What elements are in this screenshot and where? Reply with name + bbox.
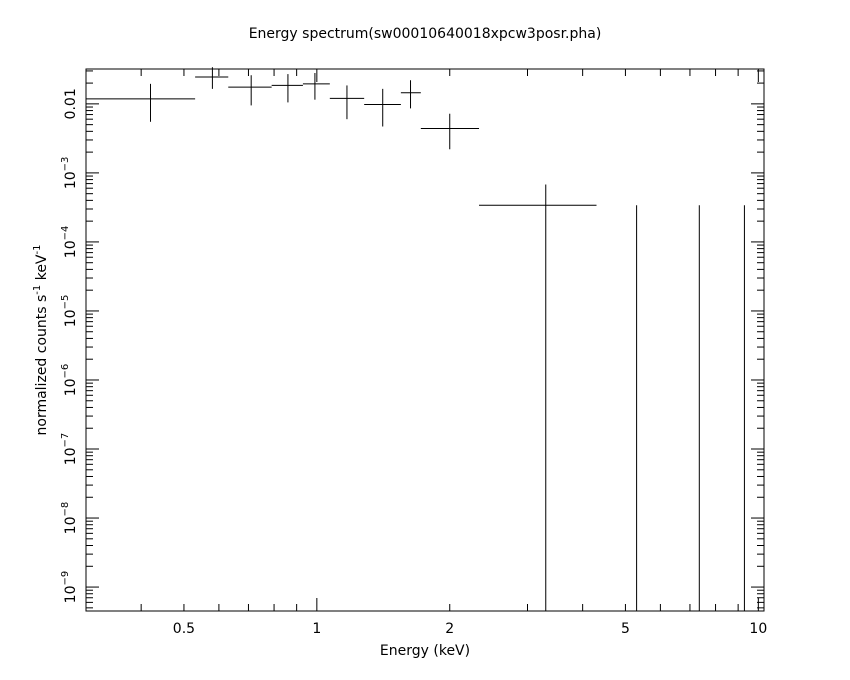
plot-frame <box>85 68 765 612</box>
y-tick-base: 10 <box>63 240 79 258</box>
data-point <box>302 73 330 100</box>
x-tick-label: 2 <box>445 621 454 637</box>
y-tick-label: 10−7 <box>60 433 79 466</box>
y-axis-label-mid: keV <box>34 254 50 285</box>
y-tick-label: 10−3 <box>60 157 79 190</box>
y-tick-label: 10−5 <box>60 295 79 328</box>
y-tick-exponent: −4 <box>60 226 71 241</box>
y-tick-exponent: −7 <box>60 433 71 448</box>
chart-title: Energy spectrum(sw00010640018xpcw3posr.p… <box>249 26 602 42</box>
y-tick-label: 10−6 <box>60 364 79 397</box>
data-point <box>195 67 229 89</box>
y-tick-exponent: −3 <box>60 157 71 172</box>
y-tick-base: 10 <box>63 309 79 327</box>
x-tick-label: 5 <box>621 621 630 637</box>
y-tick-base: 10 <box>63 516 79 534</box>
data-point <box>329 85 365 120</box>
axis-ticks <box>85 69 764 611</box>
y-tick-base: 10 <box>63 586 79 604</box>
y-tick-exponent: −5 <box>60 295 71 310</box>
y-tick-base: 10 <box>63 378 79 396</box>
x-axis-label: Energy (keV) <box>380 643 470 659</box>
y-tick-label: 10−4 <box>60 226 79 259</box>
y-axis-label: normalized counts s-1 keV-1 <box>32 245 50 436</box>
y-tick-label: 10−8 <box>60 502 79 535</box>
data-point <box>420 113 480 150</box>
data-point <box>400 80 421 109</box>
y-tick-label: 0.01 <box>63 88 79 119</box>
data-point <box>364 88 401 127</box>
y-tick-base: 0.01 <box>63 88 79 119</box>
x-tick-labels: 0.5 1 2 5 10 <box>173 621 767 637</box>
x-tick-label: 10 <box>749 621 767 637</box>
y-tick-label: 10−9 <box>60 571 79 604</box>
data-point <box>479 184 597 611</box>
data-points <box>86 67 745 611</box>
data-point <box>271 74 303 103</box>
data-point <box>86 83 196 122</box>
y-tick-exponent: −9 <box>60 571 71 586</box>
y-tick-exponent: −8 <box>60 502 71 517</box>
y-tick-base: 10 <box>63 171 79 189</box>
y-tick-base: 10 <box>63 447 79 465</box>
y-axis-label-sup2: -1 <box>32 245 43 255</box>
y-tick-exponent: −6 <box>60 364 71 379</box>
y-axis-label-main: normalized counts s <box>34 295 50 436</box>
data-point <box>228 75 272 106</box>
x-tick-label: 1 <box>312 621 321 637</box>
y-axis-label-sup1: -1 <box>32 285 43 295</box>
x-tick-label: 0.5 <box>173 621 195 637</box>
